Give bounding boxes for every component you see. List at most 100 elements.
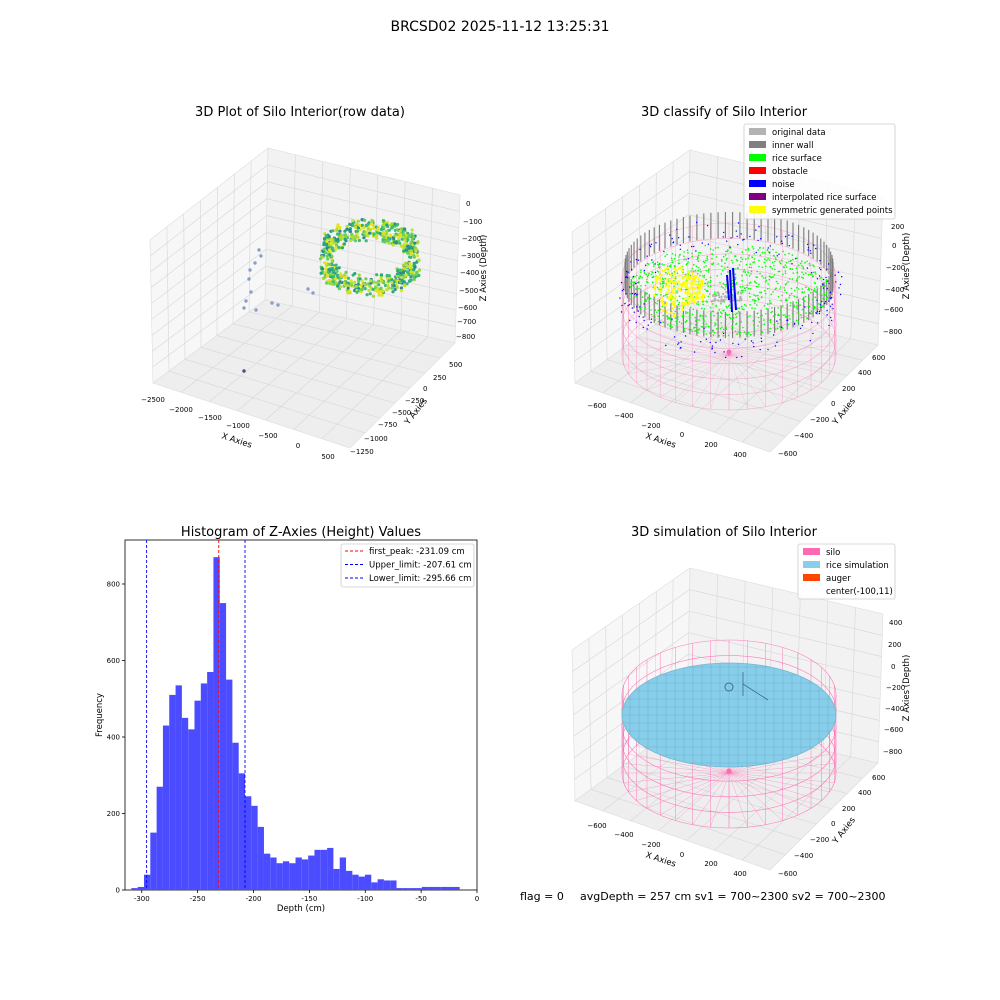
silo-spoke <box>710 354 730 410</box>
rice-surface-point <box>814 282 817 285</box>
data-point <box>259 254 263 258</box>
rice-surface-point <box>745 249 747 251</box>
original-point <box>717 293 720 297</box>
rice-surface-point <box>652 265 655 268</box>
histogram-bar <box>188 729 195 890</box>
grid-line <box>713 156 718 308</box>
silo-spoke <box>628 336 730 356</box>
noise-point <box>826 314 828 316</box>
rice-surface-point <box>662 285 665 287</box>
noise-point <box>750 340 753 342</box>
grid-line <box>686 325 797 423</box>
rice-surface-point <box>814 296 817 299</box>
data-point <box>382 236 386 240</box>
rice-surface-point <box>809 312 812 315</box>
noise-point <box>760 340 763 343</box>
noise-point <box>654 263 656 265</box>
rice-surface-point <box>769 321 772 324</box>
rice-surface-point <box>676 272 679 275</box>
rice-surface-point <box>697 331 699 334</box>
symmetric-point <box>696 284 700 288</box>
data-point <box>361 226 365 230</box>
rice-surface-point <box>767 257 769 260</box>
data-point <box>356 282 360 286</box>
noise-point <box>631 307 633 309</box>
symmetric-point <box>674 296 677 299</box>
rice-surface-point <box>709 248 712 250</box>
data-point <box>369 279 373 283</box>
data-point <box>382 222 386 226</box>
rice-surface-point <box>719 327 722 330</box>
data-point <box>358 277 362 281</box>
classify-z-axis-label: Z Axies (Depth) <box>902 233 912 300</box>
histogram-bar <box>453 886 460 890</box>
data-point <box>323 250 327 255</box>
rice-surface-point <box>735 316 738 319</box>
noise-point <box>679 347 681 349</box>
rice-surface-point <box>696 258 699 261</box>
rice-surface-point <box>679 253 681 256</box>
rice-surface-point <box>688 313 691 316</box>
symmetric-point <box>682 302 686 305</box>
data-point <box>330 246 334 250</box>
rice-surface-point <box>674 310 677 313</box>
legend-swatch <box>749 154 766 161</box>
rice-surface-point <box>774 257 777 259</box>
rice-surface-point <box>745 258 747 260</box>
noise-point <box>822 287 825 289</box>
noise-point <box>743 238 745 241</box>
rice-surface-point <box>820 289 822 292</box>
data-point <box>410 232 414 236</box>
rice-surface-point <box>659 308 662 311</box>
noise-point <box>818 275 821 277</box>
rice-surface-point <box>692 270 695 273</box>
rice-surface-point <box>643 272 646 275</box>
data-point <box>350 232 354 236</box>
rice-surface-point <box>711 263 713 265</box>
data-point <box>395 274 399 278</box>
rice-surface-point <box>741 251 744 253</box>
rice-surface-point <box>720 311 722 314</box>
silo-spoke <box>646 772 730 809</box>
rice-surface-point <box>640 285 642 287</box>
symmetric-point <box>669 273 673 277</box>
rice-surface-point <box>722 334 725 337</box>
noise-point <box>816 310 819 313</box>
rice-surface-point <box>812 264 814 266</box>
rice-surface-point <box>755 285 758 288</box>
data-point <box>353 280 357 284</box>
grid-line <box>427 188 433 337</box>
grid-line <box>266 215 458 262</box>
silo-spoke <box>728 754 830 774</box>
rice-surface-point <box>813 265 815 268</box>
noise-point <box>776 236 778 238</box>
rice-surface-point <box>730 317 732 320</box>
data-point <box>380 293 384 297</box>
noise-point <box>719 339 722 341</box>
rice-surface-point <box>795 306 798 308</box>
rice-surface-point <box>782 327 784 330</box>
rice-surface-point <box>634 281 636 283</box>
symmetric-point <box>695 274 698 278</box>
silo-spoke <box>728 312 798 356</box>
data-point <box>386 236 391 240</box>
rice-surface-point <box>761 275 763 277</box>
data-point <box>360 279 364 283</box>
rice-surface-point <box>789 318 791 320</box>
rice-surface-point <box>729 247 731 249</box>
noise-point <box>679 244 681 246</box>
rice-surface-point <box>810 288 813 291</box>
noise-point <box>643 319 645 322</box>
data-point <box>336 237 340 241</box>
data-point <box>325 254 329 258</box>
classify-silo-wireframe <box>621 222 837 411</box>
noise-point <box>806 267 809 269</box>
rice-surface-point <box>813 305 815 308</box>
data-point <box>377 283 381 287</box>
noise-point <box>837 271 840 273</box>
symmetric-point <box>664 268 667 271</box>
noise-point <box>752 342 754 344</box>
symmetric-point <box>681 270 684 273</box>
rice-surface-point <box>809 273 811 276</box>
